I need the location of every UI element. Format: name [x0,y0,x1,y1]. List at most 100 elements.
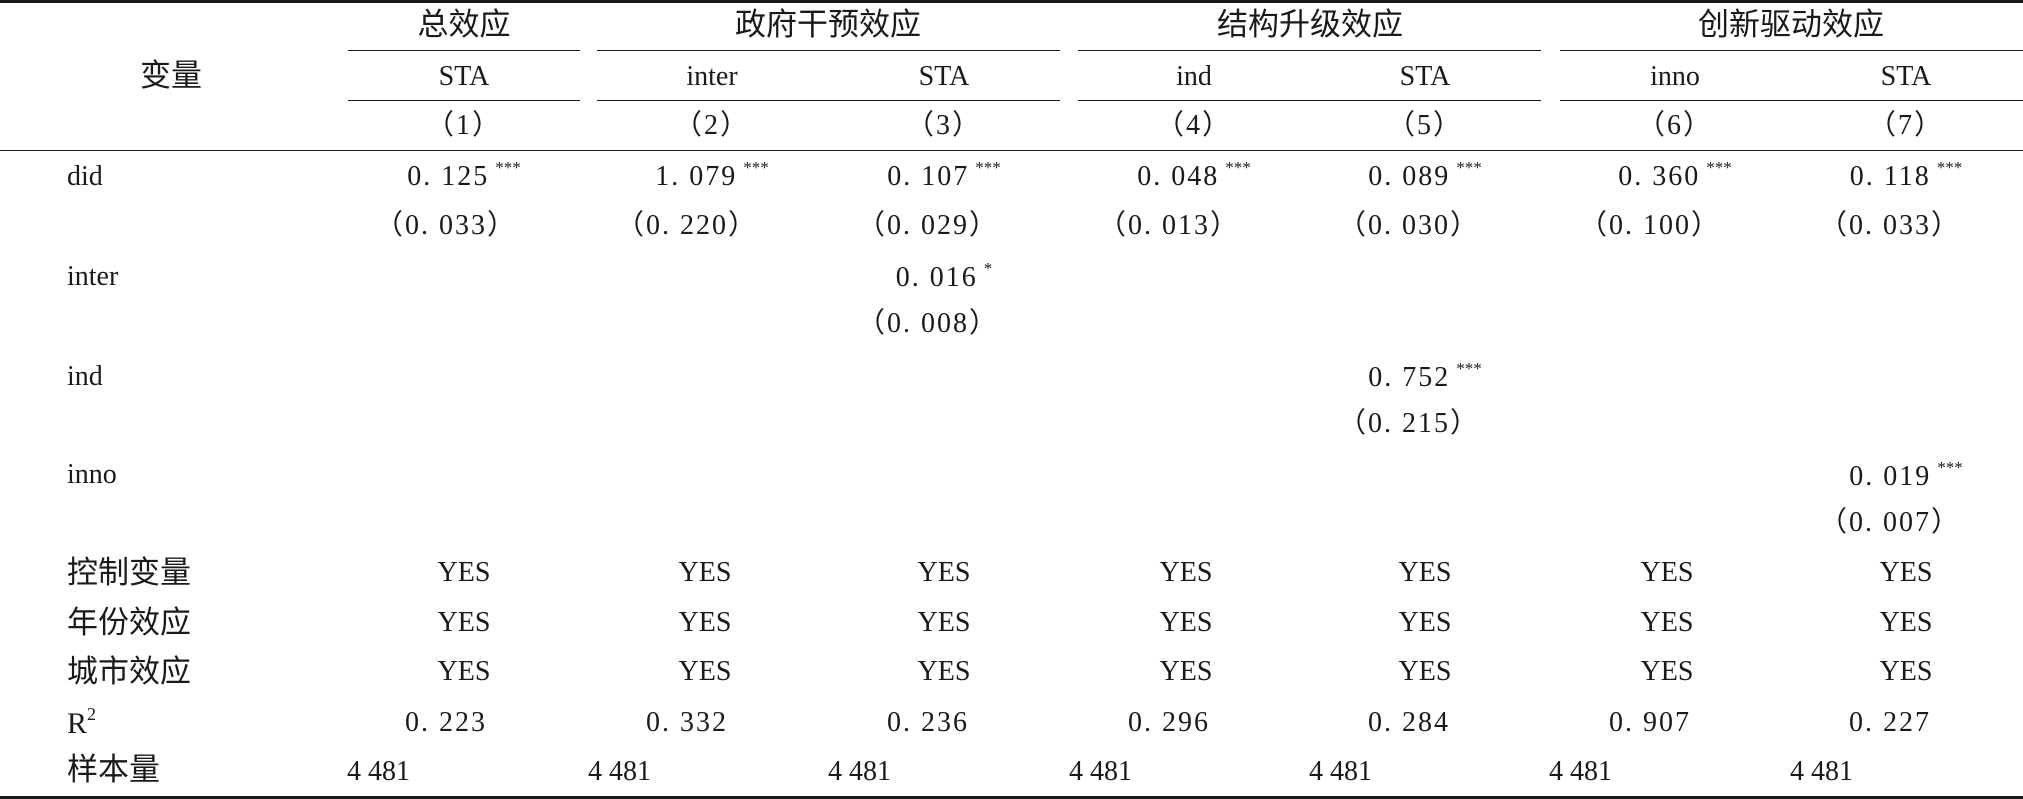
row-label-inter: inter [67,261,119,292]
did-coef-2-value: 1. 079 [655,161,738,192]
significance-stars: *** [975,158,1001,177]
did-coef-5: 0. 089 *** [1368,159,1482,192]
bottom-rule [0,796,2023,799]
group-underline-3 [1078,50,1541,51]
group-header-structural-upgrade: 结构升级效应 [1217,7,1403,43]
depvar-underline-1 [348,100,580,101]
dep-var-4: ind [1176,61,1212,92]
col-number-4: （4） [1155,110,1233,141]
controls-value-2: YES [678,557,732,588]
inno-coef-7: 0. 019 *** [1849,459,1963,492]
inter-coef-3: 0. 016 * [895,260,993,293]
did-coef-3-value: 0. 107 [887,161,970,192]
significance-stars: *** [495,158,521,177]
r2-label-superscript: 2 [87,704,97,724]
year-fe-value-2: YES [678,607,732,638]
ind-coef-5: 0. 752 *** [1368,360,1482,393]
controls-value-3: YES [917,557,971,588]
col-number-7: （7） [1867,110,1945,141]
year-fe-value-3: YES [917,607,971,638]
row-label-year-fe: 年份效应 [67,605,191,641]
city-fe-value-4: YES [1159,656,1213,687]
sample-size-value-4: 4 481 [1069,756,1132,787]
controls-value-1: YES [437,557,491,588]
year-fe-value-4: YES [1159,607,1213,638]
did-coef-3: 0. 107 *** [887,159,1001,192]
group-header-total-effect: 总效应 [417,7,511,43]
sample-size-value-3: 4 481 [828,756,891,787]
sample-size-value-2: 4 481 [588,756,651,787]
r2-label-text: R [67,707,88,740]
r2-value-4: 0. 296 [1128,707,1210,738]
did-se-7: （0. 033） [1818,210,1962,241]
depvar-underline-3 [1078,100,1541,101]
row-label-did: did [67,161,103,192]
inter-coef-value: 0. 016 [895,262,978,293]
dep-var-5: STA [1399,61,1451,92]
city-fe-value-1: YES [437,656,491,687]
year-fe-value-6: YES [1640,607,1694,638]
inno-coef-value: 0. 019 [1849,461,1932,492]
did-coef-2: 1. 079 *** [655,159,769,192]
r2-value-1: 0. 223 [405,707,487,738]
depvar-underline-2 [597,100,1060,101]
did-coef-5-value: 0. 089 [1368,161,1451,192]
row-label-r2: R2 [67,705,96,740]
did-coef-6-value: 0. 360 [1618,161,1701,192]
r2-value-3: 0. 236 [887,707,969,738]
dep-var-2: inter [686,61,738,92]
significance-stars: *** [1456,359,1482,378]
year-fe-value-5: YES [1398,607,1452,638]
col-number-2: （2） [673,110,751,141]
row-label-city-fe: 城市效应 [67,654,191,690]
sample-size-value-6: 4 481 [1549,756,1612,787]
dep-var-6: inno [1650,61,1700,92]
r2-value-6: 0. 907 [1609,707,1691,738]
group-underline-4 [1560,50,2023,51]
group-underline-1 [348,50,580,51]
significance-stars: *** [1225,158,1251,177]
row-label-ind: ind [67,361,103,392]
col-number-6: （6） [1636,110,1714,141]
header-bottom-rule [0,150,2023,151]
did-coef-4-value: 0. 048 [1137,161,1220,192]
did-coef-1-value: 0. 125 [407,161,490,192]
significance-stars: *** [1936,158,1963,177]
sample-size-value-1: 4 481 [347,756,410,787]
r2-value-7: 0. 227 [1849,707,1931,738]
dep-var-3: STA [918,61,970,92]
did-coef-1: 0. 125 *** [407,159,521,192]
did-se-2: （0. 220） [615,210,759,241]
city-fe-value-5: YES [1398,656,1452,687]
city-fe-value-6: YES [1640,656,1694,687]
did-se-3: （0. 029） [856,210,1000,241]
ind-coef-value: 0. 752 [1368,362,1451,393]
year-fe-value-7: YES [1879,607,1933,638]
did-se-5: （0. 030） [1337,210,1481,241]
significance-stars: * [983,259,993,278]
city-fe-value-3: YES [917,656,971,687]
significance-stars: *** [743,158,769,177]
col-number-1: （1） [425,110,503,141]
r2-value-2: 0. 332 [646,707,728,738]
did-coef-7-value: 0. 118 [1849,161,1931,192]
controls-value-6: YES [1640,557,1694,588]
significance-stars: *** [1937,458,1963,477]
col-number-5: （5） [1386,110,1464,141]
did-coef-6: 0. 360 *** [1618,159,1732,192]
top-rule [0,0,2023,3]
row-label-sample-size: 样本量 [67,752,160,788]
ind-se-5: （0. 215） [1337,408,1481,439]
depvar-underline-4 [1560,100,2023,101]
did-coef-4: 0. 048 *** [1137,159,1251,192]
dep-var-7: STA [1880,61,1932,92]
inter-se-3: （0. 008） [856,308,1000,339]
city-fe-value-7: YES [1879,656,1933,687]
did-se-1: （0. 033） [374,210,518,241]
significance-stars: *** [1706,158,1732,177]
controls-value-4: YES [1159,557,1213,588]
did-se-4: （0. 013） [1097,210,1241,241]
sample-size-value-5: 4 481 [1309,756,1372,787]
significance-stars: *** [1456,158,1482,177]
did-se-6: （0. 100） [1578,210,1722,241]
